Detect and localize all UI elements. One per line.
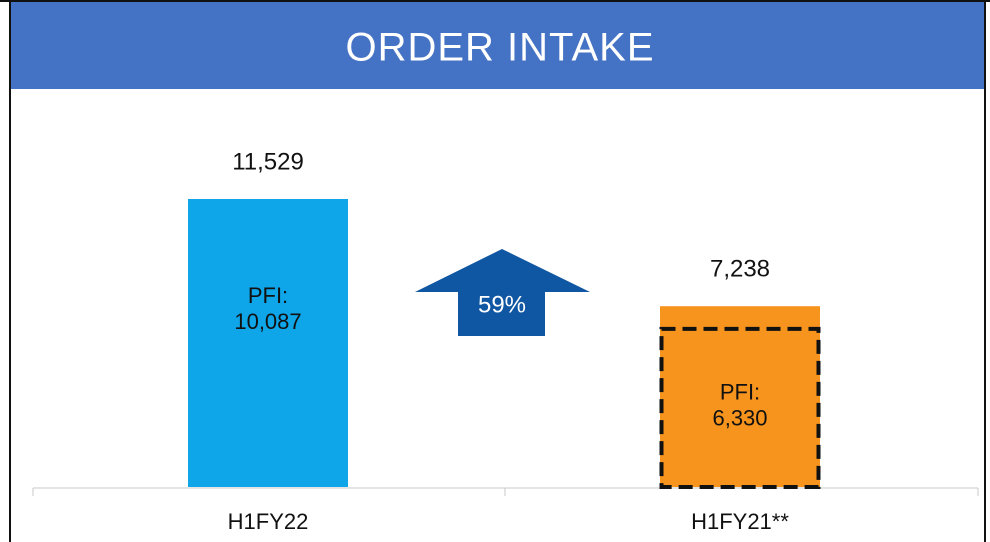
growth-arrow-head	[415, 249, 590, 292]
bar	[660, 306, 820, 487]
chart-title: ORDER INTAKE	[345, 26, 654, 70]
x-tick-label: H1FY21**	[691, 509, 789, 534]
value-label: 11,529	[232, 148, 304, 175]
bar	[188, 199, 348, 487]
inner-value-label: 6,330	[712, 406, 767, 431]
header-band	[10, 1, 985, 89]
growth-arrow-body	[458, 291, 545, 336]
inner-label: PFI:	[720, 380, 760, 405]
value-label: 7,238	[710, 256, 770, 283]
growth-label: 59%	[478, 291, 526, 318]
inner-outline	[659, 326, 821, 489]
inner-label: PFI:	[248, 283, 288, 308]
x-tick-label: H1FY22	[228, 509, 309, 534]
inner-value-label: 10,087	[234, 309, 301, 334]
